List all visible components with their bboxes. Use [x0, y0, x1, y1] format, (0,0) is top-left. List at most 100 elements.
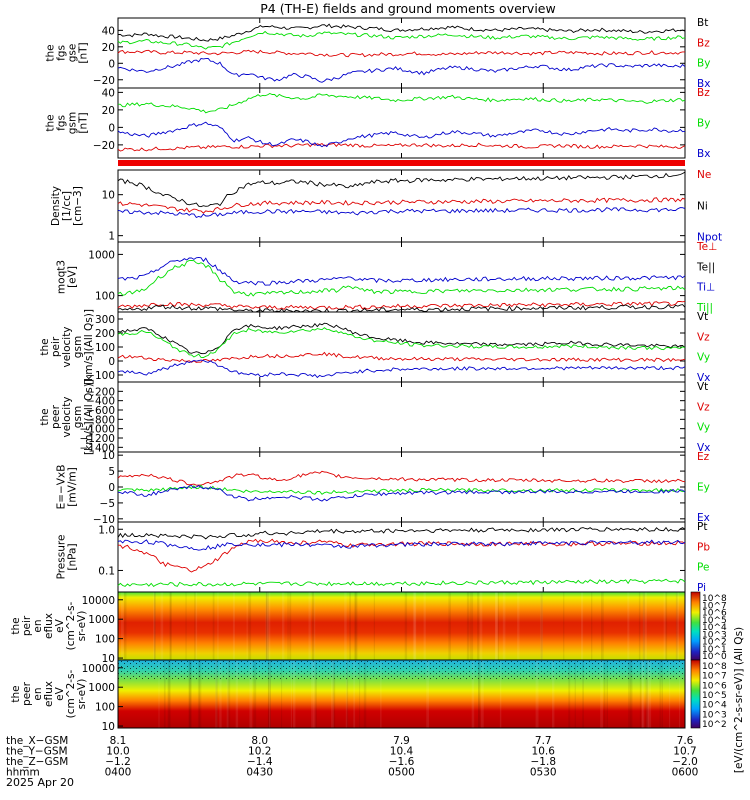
panel-temperature: moqt3[eV] 1000 100 Te⊥ Te|| Ti⊥ Ti|| [56, 241, 718, 314]
panel-efield-frame [117, 451, 686, 523]
axis-row-value: 10.4 [390, 746, 414, 758]
axis-row-value: 7.6 [677, 735, 694, 747]
colorbar-peir-eflux-tick: 10^1 [702, 645, 727, 655]
series-fgs-gse-Bt [117, 23, 686, 42]
panel-peir-velocity-ylabel: thepeirvelocitygsm[km/s](All Qs)] [39, 309, 95, 385]
panel-peer-velocity-ytick: −400 [86, 396, 115, 408]
axis-row-value: 0430 [246, 767, 273, 779]
spectrogram-peer-eflux-ytick: 100 [95, 702, 115, 714]
axis-row-value: −1.8 [531, 756, 557, 768]
spectrogram-peir-eflux [118, 592, 685, 660]
axis-row-label: the_Y−GSM [6, 746, 68, 758]
panel-peer-velocity-frame [117, 381, 686, 453]
legend-pressure-2: Pe [697, 562, 709, 574]
axis-row-value: 0500 [388, 767, 415, 779]
series-density-Ni [117, 171, 686, 208]
series-temperature-Ti|| [117, 260, 686, 297]
series-fgs-gse-Bz [117, 49, 685, 58]
legend-fgs-gsm-2: Bx [697, 148, 710, 160]
panel-efield-ytick: −5 [100, 498, 115, 510]
panel-peir-velocity-ytick: 200 [95, 328, 115, 340]
date-label: 2025 Apr 20 [6, 776, 74, 789]
series-density-Npot [117, 207, 686, 218]
panel-peer-velocity-ytick: −1400 [79, 442, 115, 454]
panel-fgs-gse-ytick: −20 [93, 75, 115, 87]
panel-peir-velocity-ytick: 100 [95, 342, 115, 354]
colorbar-peer-eflux-tick: 10^4 [702, 701, 727, 711]
panel-fgs-gse-ytick: 40 [102, 25, 115, 37]
colorbar-peer-eflux-tick: 10^6 [702, 681, 727, 691]
colorbar-peir-eflux-tick: 10^8 [702, 594, 727, 604]
legend-fgs-gsm-0: Bz [697, 87, 710, 99]
axis-row-value: 10.6 [532, 746, 556, 758]
panel-density-ylabel: Density[1/cc][cm−3] [50, 186, 84, 226]
legend-peir-velocity-1: Vz [697, 331, 710, 343]
panel-peir-eflux-ylabel: thepeirenefluxeV(cm^2-s-sr-eV) [10, 601, 88, 650]
spectrogram-peir-eflux-ytick: 100 [95, 634, 115, 646]
series-peir-velocity-Vx [117, 359, 686, 379]
panel-pressure-frame [117, 521, 686, 593]
colorbar-peer-eflux-tick: 10^2 [702, 720, 727, 730]
legend-temperature-2: Ti⊥ [696, 282, 715, 294]
panel-peer-eflux-ylabel: thepeerenefluxeV(cm^2-s-sr-eV) [10, 669, 88, 718]
axis-row-value: −1.2 [105, 756, 131, 768]
plot-title: P4 (TH-E) fields and ground moments over… [260, 1, 555, 16]
series-efield-Ex [117, 485, 686, 502]
spectrogram-peir-eflux-ytick: 10000 [82, 595, 115, 607]
panel-fgs-gse-frame [117, 17, 686, 89]
series-temperature-Te|| [117, 304, 686, 313]
legend-peer-velocity-0: Vt [697, 381, 708, 393]
axis-row-value: 0400 [105, 767, 132, 779]
panel-temperature-ylabel: moqt3[eV] [56, 260, 79, 294]
series-fgs-gsm-Bx [117, 121, 686, 148]
panel-pressure: Pressure[nPa] 1.0 0.1 Pt Pb Pe Pi [56, 521, 711, 594]
axis-row-value: −2.0 [672, 756, 698, 768]
series-fgs-gsm-By [117, 92, 686, 114]
series-peir-velocity-Vz [117, 351, 686, 363]
panel-fgs-gse-ytick: 0 [108, 58, 115, 70]
spectrogram-peer-eflux-ytick: 10 [102, 721, 115, 733]
panel-efield-ytick: 10 [102, 450, 115, 462]
series-peir-velocity-Vt [117, 322, 686, 355]
panel-fgs-gsm-ytick: 40 [102, 87, 115, 99]
colorbar-peir-eflux-tick: 10^5 [702, 616, 727, 626]
panel-fgs-gsm: thefgsgsm[nT] 40 20 0 −20 Bz By Bx [45, 87, 711, 160]
spectrogram-peer-eflux-ytick: 10000 [82, 663, 115, 675]
legend-efield-0: Ez [697, 451, 710, 463]
legend-fgs-gse-1: Bz [697, 37, 710, 49]
panel-fgs-gsm-ytick: 0 [108, 122, 115, 134]
series-density-Ne [117, 197, 686, 214]
colorbar-peir-eflux-tick: 10^2 [702, 638, 727, 648]
legend-temperature-1: Te|| [696, 261, 715, 273]
panel-fgs-gse-ytick: 20 [102, 42, 115, 54]
panel-temperature-ytick: 1000 [88, 249, 115, 261]
colorbar-peer-eflux-tick: 10^8 [702, 662, 727, 672]
legend-pressure-0: Pt [697, 521, 707, 533]
panel-density-ytick: 1 [108, 231, 115, 243]
panel-peer-velocity-ytick: −200 [86, 386, 115, 398]
panel-peer-velocity-ylabel: thepeervelocitygsm[km/s](All Qs)] [39, 379, 95, 455]
colorbar-label: [eV/(cm^2-s-sr-eV)] (All Qs) [733, 627, 745, 773]
axis-row-value: 10.2 [248, 746, 271, 758]
panel-density-ytick: 10 [102, 190, 115, 202]
panel-peir-velocity: thepeirvelocitygsm[km/s](All Qs)] 300 200 1… [39, 309, 710, 385]
panel-pressure-ylabel: Pressure[nPa] [56, 535, 79, 580]
axis-row-label: the_X−GSM [6, 735, 68, 747]
colorbar-peir-eflux-tick: 10^3 [702, 630, 727, 640]
axis-row-value: 10.0 [106, 746, 129, 758]
series-temperature-Te⊥ [117, 300, 686, 310]
colorbar-peir-eflux-tick: 10^4 [702, 623, 727, 633]
axis-row-value: −1.4 [247, 756, 273, 768]
axis-row-value: 0530 [530, 767, 557, 779]
legend-fgs-gsm-1: By [697, 117, 710, 129]
panel-temperature-ytick: 100 [95, 291, 115, 303]
spectrogram-peer-eflux-ytick: 1000 [88, 682, 115, 694]
colorbar-peir-eflux-tick: 10^0 [702, 652, 727, 662]
legend-fgs-gse-3: Bx [697, 78, 710, 90]
legend-fgs-gse-2: By [697, 58, 710, 70]
series-pressure-Pt [117, 526, 686, 540]
series-pressure-Pe [117, 578, 686, 587]
series-peir-velocity-Vy [117, 327, 686, 358]
panel-peer-velocity-ytick: −1200 [79, 433, 115, 445]
panel-efield-ytick: −10 [93, 514, 115, 526]
